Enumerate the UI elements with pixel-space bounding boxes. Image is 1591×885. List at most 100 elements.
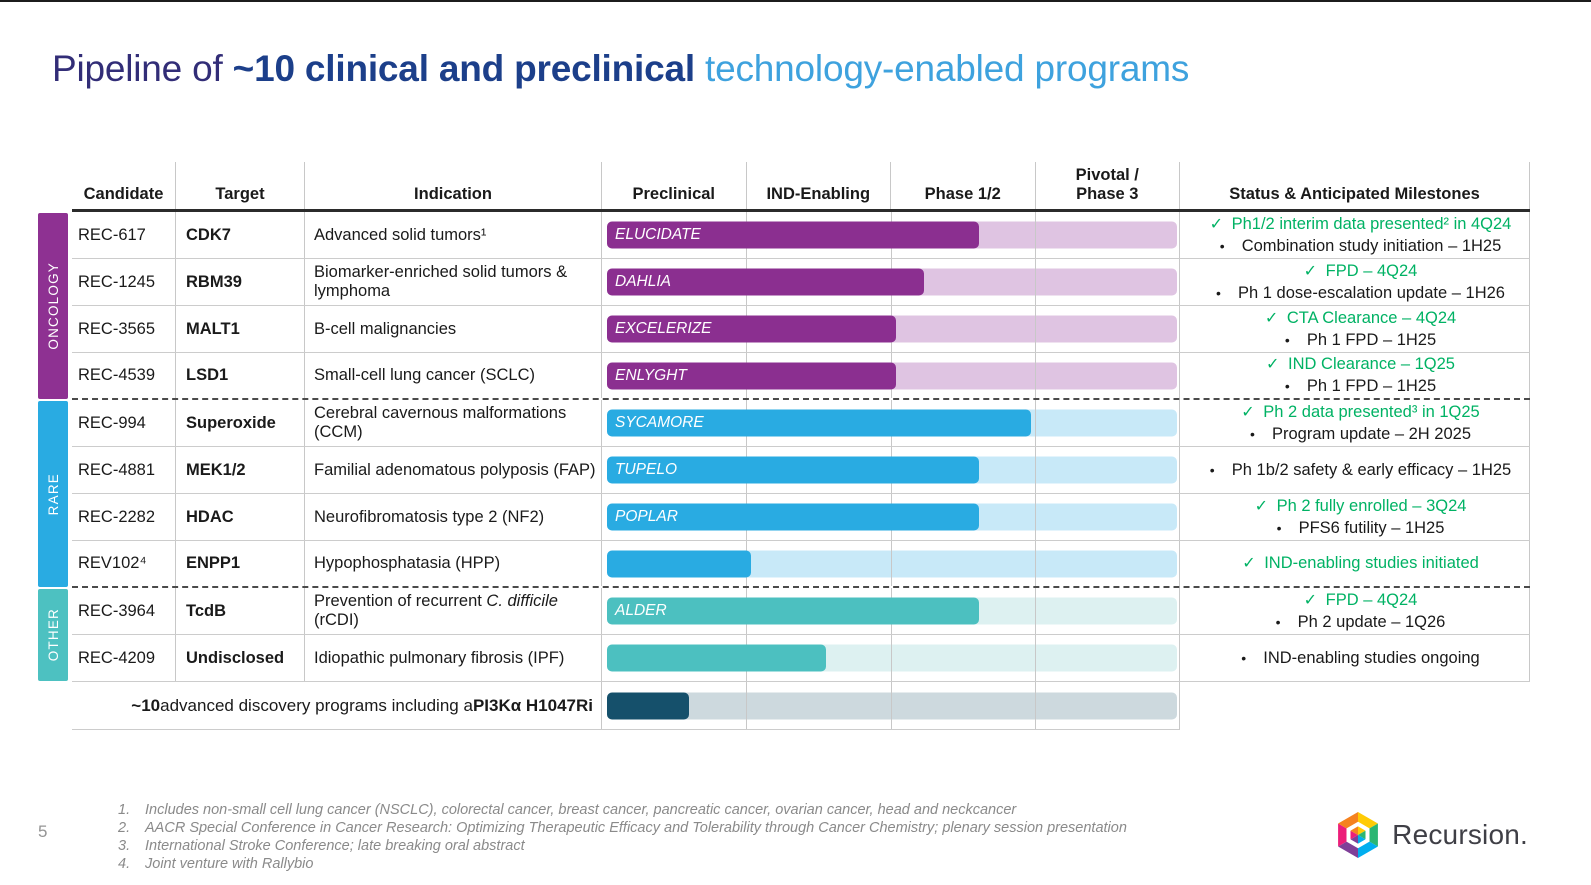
check-icon: ✓ [1241,403,1255,421]
phase-gridline [1034,306,1036,352]
gantt-cell: ENLYGHT [602,353,1180,398]
phase-gridline [1034,494,1036,540]
bullet-icon: • [1275,613,1281,630]
indication-cell: Neurofibromatosis type 2 (NF2) [305,494,602,540]
footnote-text: Joint venture with Rallybio [145,856,314,872]
discovery-text: PI3Kα H1047Ri [472,695,593,715]
status-cell: ✓ IND-enabling studies initiated [1180,541,1530,586]
discovery-phase-track [607,692,1177,719]
status-text: IND Clearance – 1Q25 [1288,355,1455,373]
candidate-cell: REC-2282 [72,494,176,540]
indication-cell: Cerebral cavernous malformations (CCM) [305,400,602,446]
indication-text: Idiopathic pulmonary fibrosis (IPF) [314,648,565,667]
indication-text-wrap: Hypophosphatasia (HPP) [314,554,500,573]
indication-text: Familial adenomatous polyposis (FAP) [314,460,596,479]
status-cell: ✓ FPD – 4Q24 • Ph 2 update – 1Q26 [1180,588,1530,634]
discovery-row: ~10 advanced discovery programs includin… [72,682,1180,730]
status-text: IND-enabling studies ongoing [1263,648,1480,667]
indication-cell: Biomarker-enriched solid tumors & lympho… [305,259,602,305]
indication-text-wrap: Idiopathic pulmonary fibrosis (IPF) [314,649,564,668]
header-target: Target [176,162,305,209]
table-row: REC-4539 LSD1 Small-cell lung cancer (SC… [72,353,1530,400]
status-line: • Ph 2 update – 1Q26 [1274,612,1446,633]
pipeline-table: Candidate Target Indication Preclinical … [72,162,1530,730]
target-cell: HDAC [176,494,305,540]
header-phase-1-2: Phase 1/2 [891,162,1036,209]
candidate-cell: REC-617 [72,212,176,258]
footnote-line: 1. Includes non-small cell lung cancer (N… [118,801,1127,819]
indication-text: C. difficile [486,592,558,611]
header-status: Status & Anticipated Milestones [1180,162,1530,209]
status-cell: ✓ Ph 2 fully enrolled – 3Q24 • PFS6 futilit… [1180,494,1530,540]
program-name-label: EXCELERIZE [615,320,712,337]
recursion-logo: Recursion. [1334,810,1528,860]
phase-bar [607,315,896,343]
table-row: REV102⁴ ENPP1 Hypophosphatasia (HPP) ✓ IN… [72,541,1530,588]
footnote-text: AACR Special Conference in Cancer Resear… [145,820,1127,836]
target-cell: MEK1/2 [176,447,305,493]
page-number: 5 [38,822,48,841]
check-icon: ✓ [1303,262,1318,280]
status-cell: ✓ CTA Clearance – 4Q24 • Ph 1 FPD – 1H25 [1180,306,1530,352]
footnote-line: 2. AACR Special Conference in Cancer Rese… [118,819,1127,837]
target-cell: RBM39 [176,259,305,305]
footnote-number: 4. [118,856,131,872]
phase-gridline [1034,635,1036,681]
candidate-cell: REV102⁴ [72,541,176,586]
status-text: FPD – 4Q24 [1325,261,1418,280]
gantt-cell: POPLAR [602,494,1180,540]
status-line: ✓ FPD – 4Q24 [1302,261,1418,282]
discovery-gantt-cell [602,682,1180,729]
status-cell: • Ph 1b/2 safety & early efficacy – 1H25 [1180,447,1530,493]
indication-text-wrap: Advanced solid tumors¹ [314,226,486,245]
header-phases: Preclinical IND-Enabling Phase 1/2 Pivot… [602,162,1180,209]
indication-text-wrap: Neurofibromatosis type 2 (NF2) [314,508,544,527]
page-title: Pipeline of ~10 clinical and preclinical… [52,48,1189,90]
program-name-label: ALDER [615,602,667,619]
status-line: • IND-enabling studies ongoing [1239,648,1479,669]
table-row: REC-3964 TcdB Prevention of recurrent C.… [72,588,1530,635]
gantt-cell: ALDER [602,588,1180,634]
status-cell: ✓ Ph 2 data presented³ in 1Q25 • Program up… [1180,400,1530,446]
phase-gridline [890,541,892,586]
check-icon: ✓ [1264,309,1279,327]
footnote-line: 4. Joint venture with Rallybio [118,855,1127,873]
footnote-number: 3. [118,838,131,854]
candidate-cell: REC-4539 [72,353,176,398]
status-cell: ✓ IND Clearance – 1Q25 • Ph 1 FPD – 1H25 [1180,353,1530,398]
header-indication: Indication [305,162,602,209]
recursion-hexagon-icon [1338,812,1379,858]
gantt-cell: TUPELO [602,447,1180,493]
status-cell: • IND-enabling studies ongoing [1180,635,1530,681]
indication-text: (rCDI) [314,611,359,629]
candidate-cell: REC-4881 [72,447,176,493]
category-label-rare: RARE [45,472,61,516]
bullet-icon: • [1216,284,1221,301]
phase-gridline [1034,353,1036,398]
phase-gridline [1034,541,1036,586]
candidate-cell: REC-994 [72,400,176,446]
program-name-label: POPLAR [615,508,678,525]
status-text: Ph 2 data presented³ in 1Q25 [1263,402,1480,421]
phase-gridline [746,682,748,729]
indication-text-wrap: Biomarker-enriched solid tumors & lympho… [314,263,601,301]
category-band-other: OTHER [38,589,68,681]
target-cell: CDK7 [176,212,305,258]
bullet-icon: • [1219,237,1225,254]
status-text: FPD – 4Q24 [1325,590,1418,609]
indication-cell: Idiopathic pulmonary fibrosis (IPF) [305,635,602,681]
indication-text: Small-cell lung cancer (SCLC) [314,366,535,385]
bullet-icon: • [1249,425,1255,442]
indication-text-wrap: Familial adenomatous polyposis (FAP) [314,461,596,480]
status-cell: ✓ FPD – 4Q24 • Ph 1 dose-escalation update … [1180,259,1530,305]
table-header-row: Candidate Target Indication Preclinical … [72,162,1530,212]
gantt-cell [602,541,1180,586]
table-row: REC-4209 Undisclosed Idiopathic pulmonar… [72,635,1530,682]
program-name-label: DAHLIA [615,273,671,290]
indication-text-wrap: Small-cell lung cancer (SCLC) [314,366,535,385]
status-line: ✓ Ph 2 fully enrolled – 3Q24 [1253,496,1467,517]
indication-cell: Familial adenomatous polyposis (FAP) [305,447,602,493]
indication-text: Neurofibromatosis type 2 (NF2) [314,507,545,526]
status-text: Ph 1b/2 safety & early efficacy – 1H25 [1231,460,1512,479]
status-cell: ✓ Ph1/2 interim data presented² in 4Q24 • C… [1180,212,1530,258]
